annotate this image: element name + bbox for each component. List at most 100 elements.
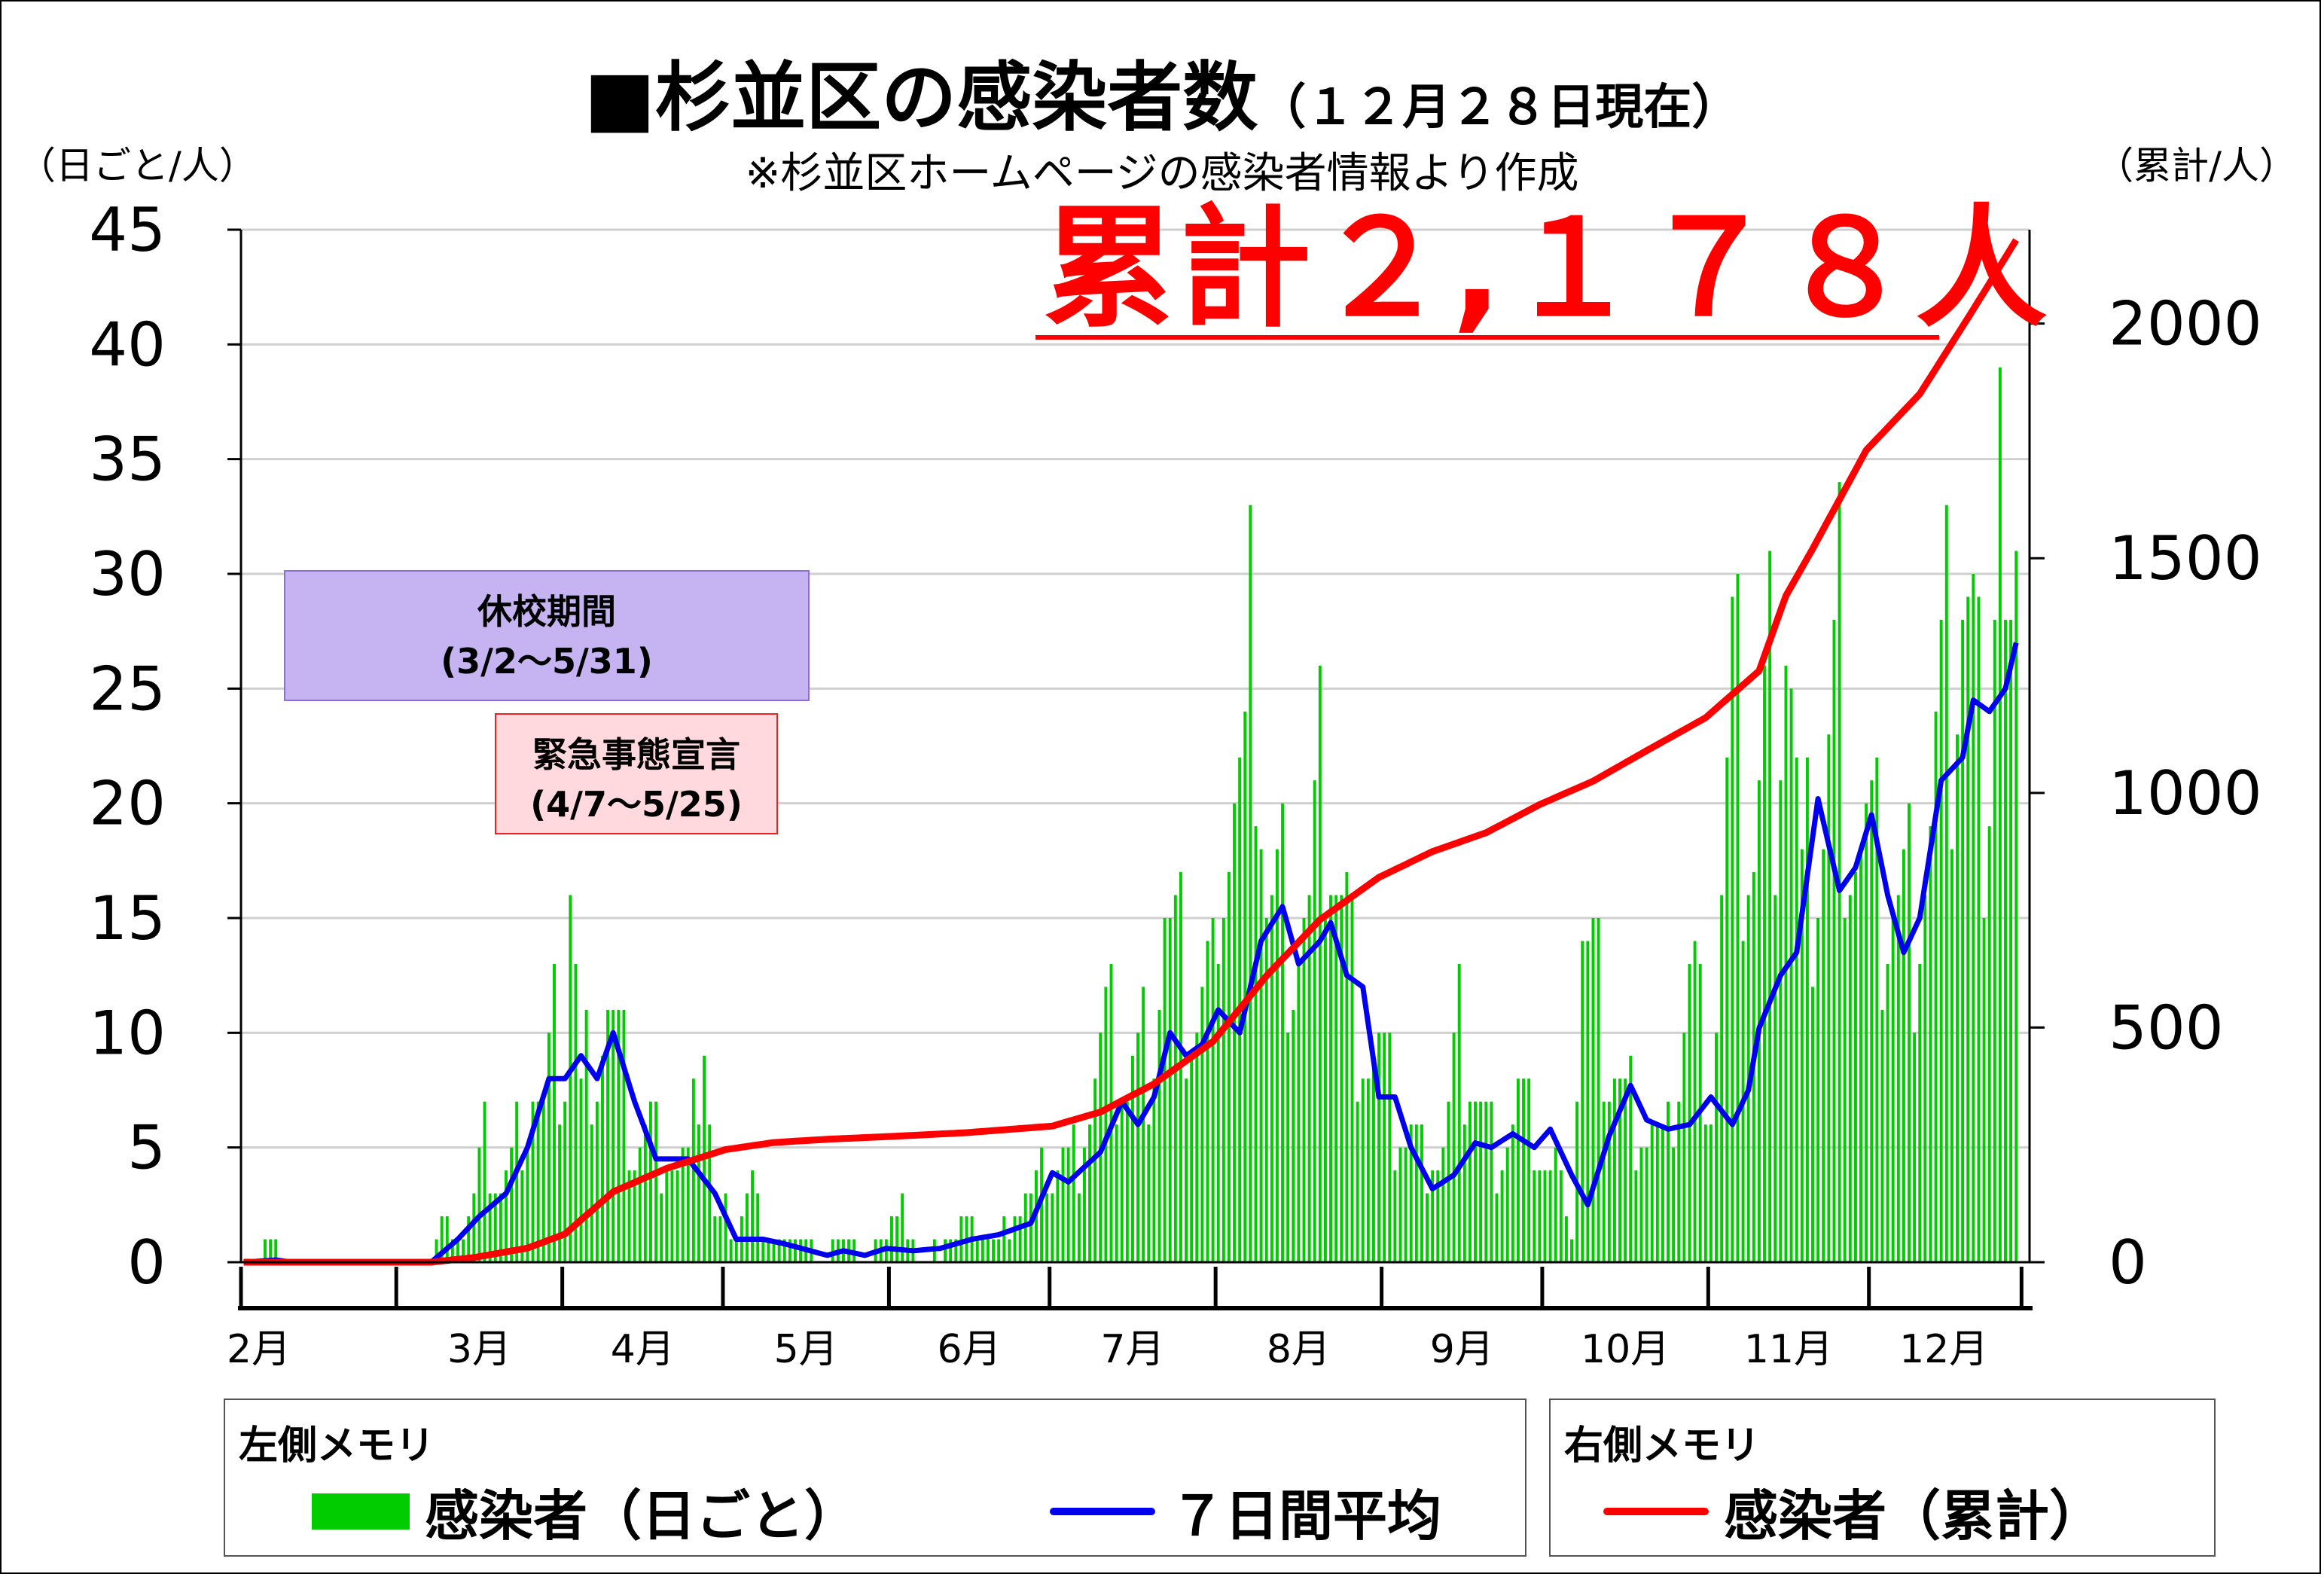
daily-bar [611, 1009, 615, 1262]
daily-bar [697, 1124, 700, 1262]
daily-bar [1602, 1101, 1606, 1262]
daily-bar [1356, 1101, 1359, 1262]
title-date: （１２月２８日現在） [1258, 80, 1740, 136]
daily-bar [558, 1124, 562, 1262]
daily-bar [536, 1101, 540, 1262]
daily-bar [1987, 826, 1991, 1262]
right-tick-label: 500 [2109, 993, 2224, 1063]
daily-bar [622, 1009, 626, 1262]
daily-bar [547, 1033, 551, 1262]
month-label: 3月 [447, 1327, 511, 1372]
daily-bar [1093, 1078, 1097, 1262]
daily-bar [1414, 1124, 1418, 1262]
daily-bar [1500, 1170, 1504, 1262]
daily-bar [1040, 1147, 1044, 1262]
legend-daily: 感染者（日ごと） [312, 1472, 859, 1551]
legend-daily-label: 感染者（日ごと） [425, 1484, 859, 1548]
cumulative-line [243, 238, 2020, 1266]
daily-bar [1972, 574, 1975, 1262]
daily-bar [1227, 872, 1231, 1262]
daily-bar [2009, 619, 2013, 1262]
right-axis-unit: （累計/人） [2096, 144, 2297, 188]
daily-bar [1908, 803, 1911, 1262]
title-main: ■杉並区の感染者数 [584, 53, 1258, 142]
left-tick-label: 20 [89, 769, 166, 839]
daily-bar [1779, 780, 1783, 1262]
daily-bar [1292, 1009, 1295, 1262]
daily-bar [1667, 1101, 1670, 1262]
daily-bar [1564, 1216, 1568, 1262]
daily-bar [1190, 1055, 1194, 1262]
daily-bar [1313, 780, 1316, 1262]
daily-bar [1511, 1124, 1514, 1262]
daily-bar [777, 1239, 781, 1262]
legend-right: 右側メモリ 感染者（累計） [1549, 1399, 2216, 1557]
daily-bar [510, 1147, 514, 1262]
daily-bar [1655, 1124, 1659, 1262]
month-label: 2月 [227, 1327, 291, 1372]
daily-bar [1185, 1078, 1188, 1262]
daily-bar [1350, 895, 1354, 1262]
daily-bar [1918, 963, 1922, 1262]
daily-bar [708, 1124, 712, 1262]
daily-bar [1115, 1124, 1118, 1262]
daily-bar [2004, 619, 2007, 1262]
month-label: 12月 [1899, 1327, 1988, 1372]
daily-bar [1243, 711, 1247, 1262]
left-tick-label: 45 [89, 195, 166, 265]
daily-bar [1120, 1101, 1124, 1262]
daily-bar [264, 1239, 267, 1262]
daily-bar [1474, 1101, 1477, 1262]
daily-bar [617, 1009, 621, 1262]
daily-bar [483, 1101, 486, 1262]
cumulative-total-underline [1035, 335, 1939, 340]
left-tick-label: 35 [89, 425, 166, 495]
daily-bar [895, 1216, 899, 1262]
daily-bar [1961, 619, 1965, 1262]
school-closure-period: (3/2～5/31) [441, 641, 653, 682]
daily-bar [767, 1239, 770, 1262]
daily-bar [1715, 1033, 1718, 1262]
legend-cumulative-swatch [1603, 1507, 1709, 1515]
daily-bar [1891, 918, 1895, 1262]
daily-bar [1944, 505, 1948, 1262]
daily-bar [1848, 895, 1852, 1262]
daily-bar [1393, 1170, 1397, 1262]
left-tick-label: 5 [127, 1113, 166, 1183]
daily-bar [746, 1193, 749, 1262]
daily-bar [1624, 1078, 1627, 1262]
daily-bar [1468, 1101, 1472, 1262]
daily-bar [1211, 918, 1215, 1262]
daily-bar [1281, 803, 1285, 1262]
daily-bar [686, 1147, 690, 1262]
daily-bar [1966, 596, 1970, 1262]
daily-bar [590, 1124, 593, 1262]
daily-bar [1163, 918, 1167, 1262]
month-label: 7月 [1100, 1327, 1164, 1372]
daily-bar [1789, 688, 1793, 1262]
daily-bar [1977, 596, 1981, 1262]
daily-bar [274, 1239, 278, 1262]
daily-bar [1495, 1193, 1499, 1262]
cumulative-total-label: 累計２,１７８人 [1043, 193, 2052, 346]
daily-bar [1811, 987, 1814, 1262]
daily-bar [1147, 1124, 1151, 1262]
daily-bar [1870, 780, 1874, 1262]
seven-day-average-line [243, 642, 2019, 1265]
daily-bar [788, 1239, 791, 1262]
daily-bar [467, 1216, 471, 1262]
daily-bar [1302, 918, 1306, 1262]
daily-bar [1591, 918, 1595, 1262]
daily-bar [450, 1239, 454, 1262]
daily-bar [526, 1147, 529, 1262]
daily-bar [1013, 1216, 1017, 1262]
daily-bar [1371, 1055, 1375, 1262]
daily-bar [1939, 619, 1943, 1262]
daily-bar [1221, 918, 1225, 1262]
daily-bar [1880, 1009, 1884, 1262]
daily-bar [563, 1101, 567, 1262]
daily-bar [890, 1216, 893, 1262]
daily-bar [493, 1193, 497, 1262]
